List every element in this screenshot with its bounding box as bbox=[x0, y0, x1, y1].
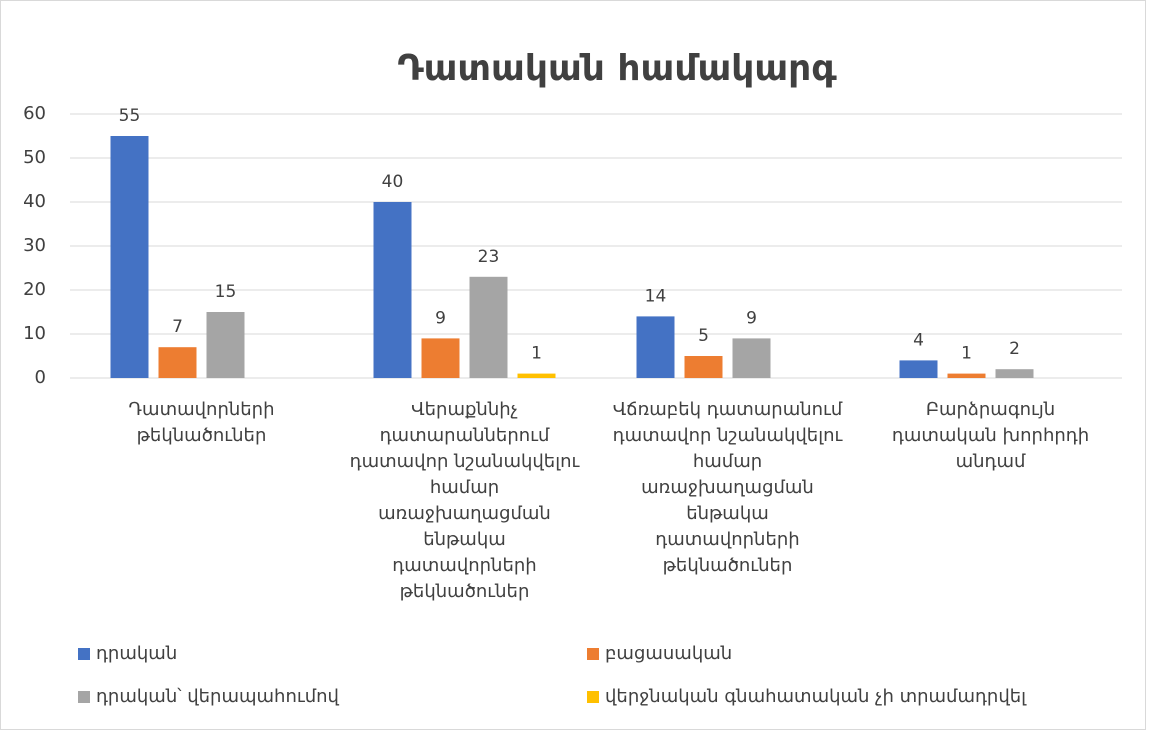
bar bbox=[373, 202, 412, 378]
chart-title: Դատական համակարգ bbox=[397, 48, 837, 89]
data-label: 23 bbox=[478, 247, 500, 267]
bar bbox=[684, 356, 723, 378]
data-label: 14 bbox=[645, 286, 667, 306]
data-label: 9 bbox=[746, 308, 757, 328]
bar bbox=[995, 369, 1034, 378]
bar bbox=[947, 373, 986, 378]
legend-swatch bbox=[587, 647, 599, 660]
data-label: 1 bbox=[961, 344, 972, 364]
data-label: 2 bbox=[1009, 339, 1020, 359]
y-tick-label: 40 bbox=[23, 191, 46, 212]
bar bbox=[158, 347, 197, 378]
y-tick-label: 50 bbox=[23, 147, 46, 168]
legend-item: դրական bbox=[78, 643, 177, 664]
data-label: 40 bbox=[382, 172, 404, 192]
bar bbox=[899, 360, 938, 378]
data-label: 5 bbox=[698, 326, 709, 346]
legend-label: դրական՝ վերապահումով bbox=[96, 686, 339, 707]
data-label: 7 bbox=[172, 317, 183, 337]
y-tick-label: 30 bbox=[23, 235, 46, 256]
x-tick-label: Դատավորների թեկնածուներ bbox=[128, 399, 275, 446]
legend-swatch bbox=[78, 690, 90, 703]
data-label: 4 bbox=[913, 330, 924, 350]
bar bbox=[206, 312, 245, 378]
x-tick-label: Բարձրագույն դատական խորհրդի անդամ bbox=[891, 399, 1090, 472]
legend-item: բացասական bbox=[587, 643, 732, 664]
y-tick-label: 10 bbox=[23, 323, 46, 344]
data-label: 9 bbox=[435, 308, 446, 328]
bar bbox=[517, 373, 556, 378]
y-tick-label: 60 bbox=[23, 103, 46, 124]
legend-label: դրական bbox=[96, 643, 178, 664]
bar bbox=[421, 338, 460, 378]
data-label: 15 bbox=[215, 282, 237, 302]
data-label: 1 bbox=[531, 344, 542, 364]
legend-item: վերջնական գնահատական չի տրամադրվել bbox=[587, 686, 1026, 707]
legend-label: բացասական bbox=[605, 643, 733, 664]
bar bbox=[636, 316, 675, 378]
legend-swatch bbox=[78, 647, 90, 660]
legend-label: վերջնական գնահատական չի տրամադրվել bbox=[605, 686, 1027, 707]
data-label: 55 bbox=[119, 106, 141, 126]
legend-swatch bbox=[587, 690, 599, 703]
y-tick-label: 20 bbox=[23, 279, 46, 300]
bar bbox=[732, 338, 771, 378]
x-tick-label: Վճռաբեկ դատարանում դատավոր նշանակվելու հ… bbox=[612, 399, 843, 576]
legend-item: դրական՝ վերապահումով bbox=[78, 686, 339, 707]
y-tick-label: 0 bbox=[35, 367, 46, 388]
bar bbox=[469, 276, 508, 378]
x-tick-label: Վերաքննիչ դատարաններում դատավոր նշանակվե… bbox=[349, 399, 580, 602]
bar bbox=[110, 136, 149, 378]
